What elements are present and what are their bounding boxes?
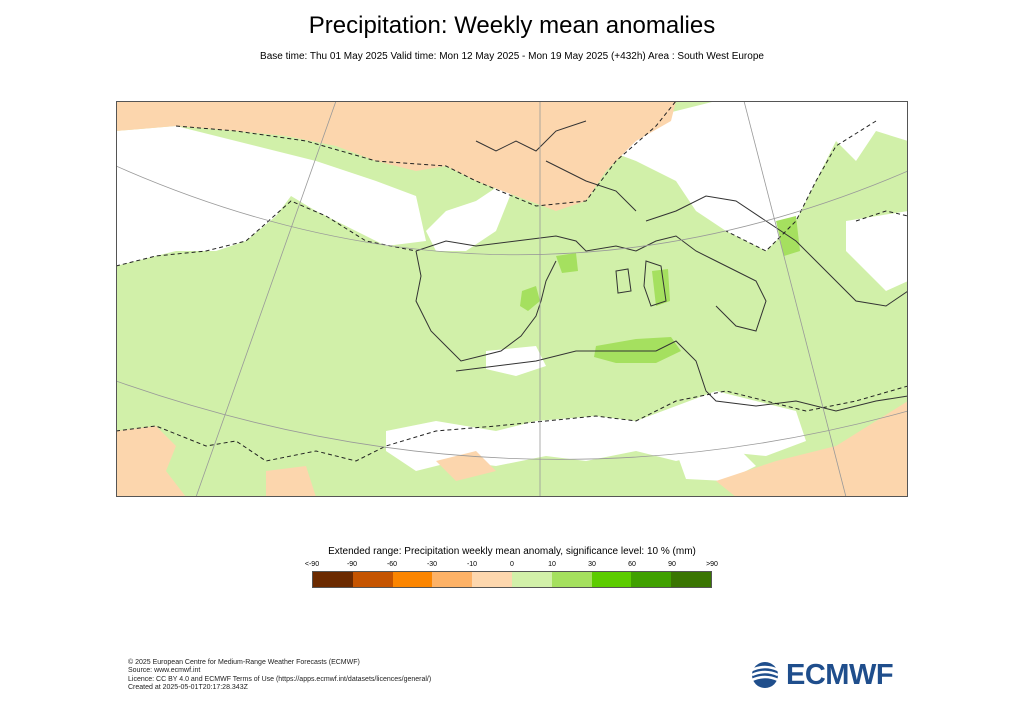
legend-tick: 10 — [548, 561, 556, 568]
no-signal-areas — [116, 101, 908, 481]
legend-tick: >90 — [706, 561, 718, 568]
legend-tick: 0 — [510, 561, 514, 568]
footer-created: Created at 2025-05-01T20:17:28.343Z — [128, 684, 248, 692]
legend-tick: 60 — [628, 561, 636, 568]
legend-swatch — [432, 572, 473, 587]
legend-title: Extended range: Precipitation weekly mea… — [328, 546, 696, 557]
legend-tick: <-90 — [304, 561, 320, 568]
negative-anomaly-areas — [116, 101, 908, 497]
ecmwf-logo-text: ECMWF — [786, 658, 894, 691]
map-frame — [116, 101, 908, 497]
ecmwf-logo: ECMWF — [748, 658, 894, 691]
legend-tick: -10 — [466, 561, 478, 568]
legend-swatch — [551, 572, 592, 587]
legend-swatch — [352, 572, 393, 587]
legend-swatch — [472, 572, 512, 587]
legend-ticks: <-90 -90 -60 -30 -10 0 10 30 60 90 >90 — [305, 561, 718, 571]
legend-swatch — [631, 572, 672, 587]
legend-tick: -90 — [346, 561, 358, 568]
graticule — [116, 101, 908, 497]
legend-swatch — [392, 572, 433, 587]
legend-swatch — [511, 572, 552, 587]
coastlines — [415, 120, 908, 412]
footer-credits: © 2025 European Centre for Medium-Range … — [128, 659, 431, 693]
legend-tick: -30 — [426, 561, 438, 568]
footer-source: Source: www.ecmwf.int — [128, 667, 201, 675]
anomaly-map — [116, 101, 908, 497]
legend-swatch — [591, 572, 632, 587]
page-title: Precipitation: Weekly mean anomalies — [308, 12, 716, 39]
page-subtitle: Base time: Thu 01 May 2025 Valid time: M… — [260, 51, 764, 62]
legend-tick: 90 — [668, 561, 676, 568]
footer-licence: Licence: CC BY 4.0 and ECMWF Terms of Us… — [128, 675, 432, 683]
legend-swatch — [313, 572, 353, 587]
legend-swatch — [671, 572, 711, 587]
legend-tick: 30 — [588, 561, 596, 568]
legend-tick: -60 — [386, 561, 398, 568]
ecmwf-swirl-icon — [751, 662, 779, 688]
footer-copyright: © 2025 European Centre for Medium-Range … — [128, 659, 360, 666]
legend-colorbar — [312, 571, 712, 588]
